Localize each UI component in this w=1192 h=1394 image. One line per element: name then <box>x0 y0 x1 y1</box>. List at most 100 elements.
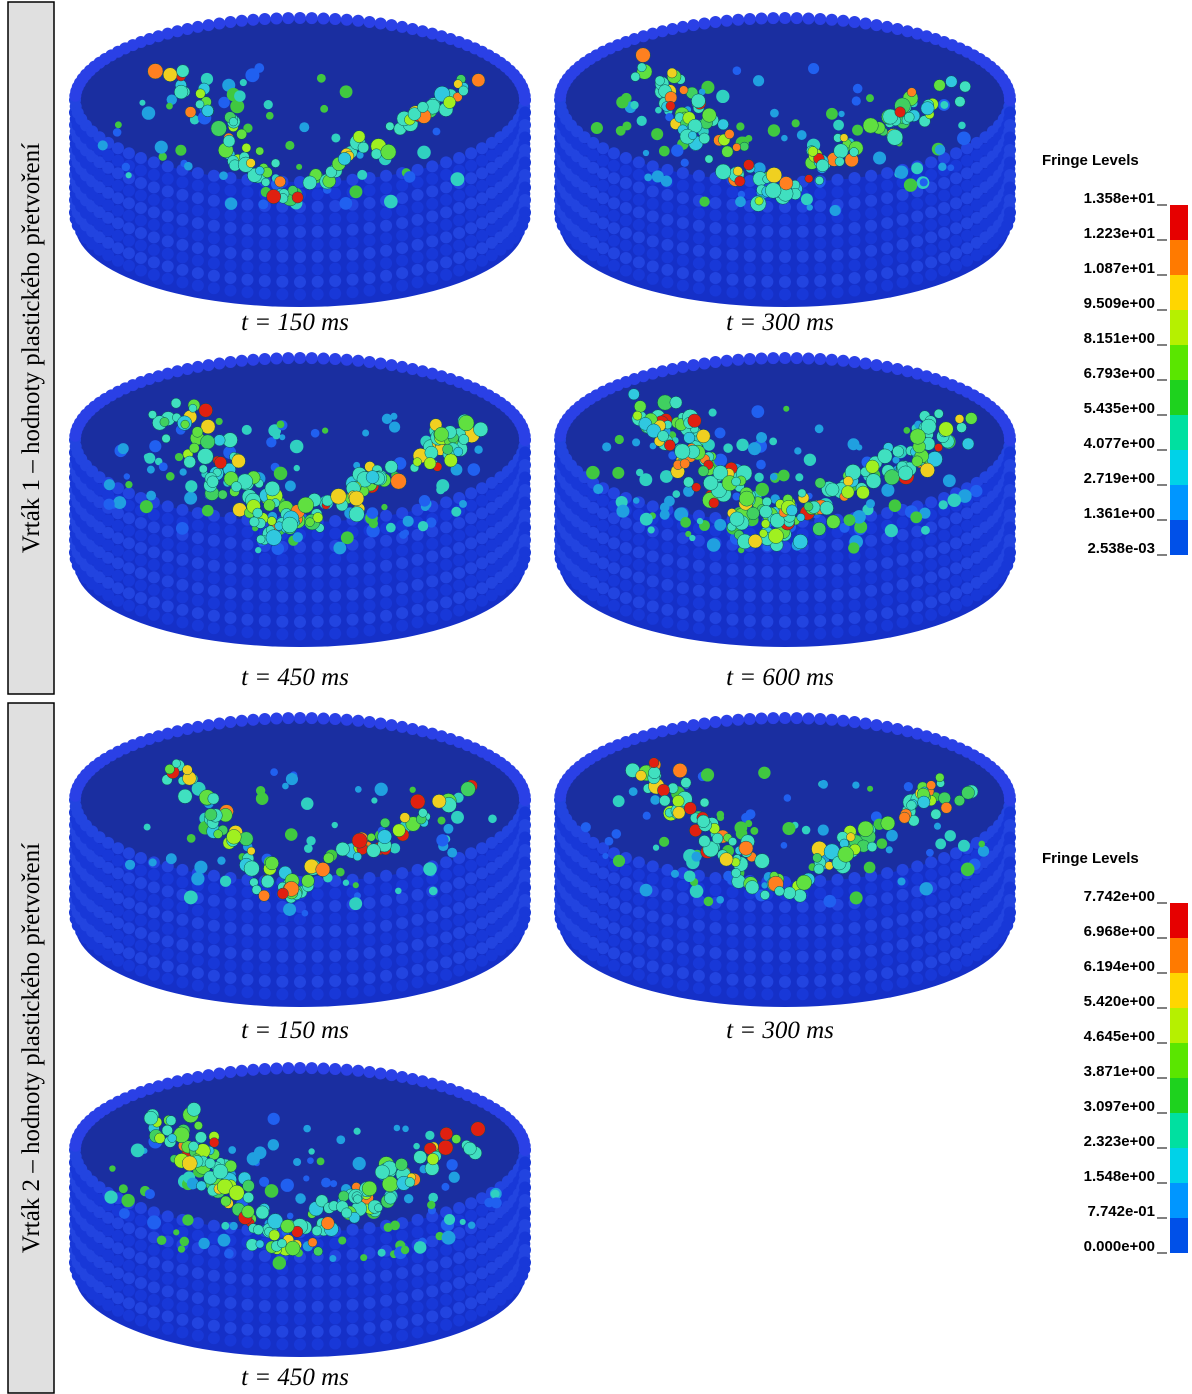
particle <box>123 512 135 524</box>
particle <box>176 1264 188 1276</box>
particle <box>211 121 227 137</box>
particle <box>633 231 645 243</box>
particle <box>770 109 779 118</box>
particle <box>352 355 364 367</box>
particle <box>465 587 477 599</box>
particle <box>253 508 263 518</box>
particle <box>176 864 188 876</box>
particle <box>1004 832 1016 844</box>
particle <box>413 1143 420 1150</box>
particle <box>123 600 135 612</box>
particle <box>1004 907 1016 919</box>
particle <box>616 96 628 108</box>
particle <box>693 932 705 944</box>
particle <box>950 910 962 922</box>
particle <box>832 551 844 563</box>
particle <box>797 553 809 565</box>
particle <box>832 589 844 601</box>
particle <box>633 584 645 596</box>
particle <box>364 922 376 934</box>
particle <box>597 867 609 879</box>
particle <box>608 600 620 612</box>
particle <box>925 894 937 906</box>
particle <box>597 917 609 929</box>
particle <box>275 176 286 187</box>
legend-color <box>1170 1043 1188 1078</box>
particle <box>797 603 809 615</box>
particle <box>519 1169 531 1181</box>
particle <box>192 167 204 179</box>
particle <box>241 986 253 998</box>
particle <box>808 146 818 156</box>
particle <box>426 260 438 272</box>
particle <box>1004 497 1016 509</box>
particle <box>640 513 653 526</box>
particle <box>807 204 813 210</box>
particle <box>791 12 803 24</box>
particle <box>208 882 220 894</box>
particle <box>294 976 306 988</box>
particle <box>814 925 826 937</box>
particle <box>451 172 465 186</box>
particle <box>779 976 791 988</box>
particle <box>239 832 253 846</box>
particle <box>396 942 408 954</box>
particle <box>262 178 270 186</box>
particle <box>849 222 861 234</box>
particle <box>208 907 220 919</box>
particle <box>241 286 253 298</box>
particle <box>112 855 124 867</box>
particle <box>816 159 828 171</box>
particle <box>329 987 341 999</box>
particle <box>779 616 791 628</box>
particle <box>647 500 659 512</box>
particle <box>230 1222 238 1230</box>
particle <box>208 970 220 982</box>
particle <box>123 1247 135 1259</box>
particle <box>726 626 738 638</box>
particle <box>699 133 710 144</box>
particle <box>364 272 376 284</box>
particle <box>148 63 163 78</box>
particle <box>254 63 264 73</box>
particle <box>312 628 324 640</box>
particle <box>826 714 838 726</box>
particle <box>293 1158 301 1166</box>
particle <box>714 519 726 531</box>
particle <box>881 21 893 33</box>
particle <box>380 1320 392 1332</box>
particle <box>849 909 861 921</box>
particle <box>207 476 219 488</box>
particle <box>329 602 341 614</box>
particle <box>693 220 705 232</box>
particle <box>938 214 950 226</box>
particle <box>620 252 632 264</box>
particle <box>950 525 962 537</box>
particle <box>897 516 909 528</box>
particle <box>911 860 923 872</box>
particle <box>925 496 937 508</box>
particle <box>793 534 808 549</box>
particle <box>384 1192 396 1204</box>
particle <box>312 1338 324 1350</box>
particle <box>647 588 659 600</box>
particle <box>276 616 288 628</box>
particle <box>633 269 645 281</box>
particle <box>779 914 791 926</box>
particle <box>303 1125 311 1133</box>
particle <box>1004 107 1016 119</box>
particle <box>205 808 217 820</box>
particle <box>329 250 341 262</box>
particle <box>241 911 253 923</box>
particle <box>180 1237 189 1246</box>
particle <box>148 410 156 418</box>
particle <box>1004 472 1016 484</box>
particle <box>123 147 135 159</box>
particle <box>690 884 704 898</box>
particle <box>396 192 408 204</box>
particle <box>613 855 625 867</box>
particle <box>312 888 324 900</box>
particle <box>192 507 204 519</box>
particle <box>897 976 909 988</box>
particle <box>426 538 438 550</box>
